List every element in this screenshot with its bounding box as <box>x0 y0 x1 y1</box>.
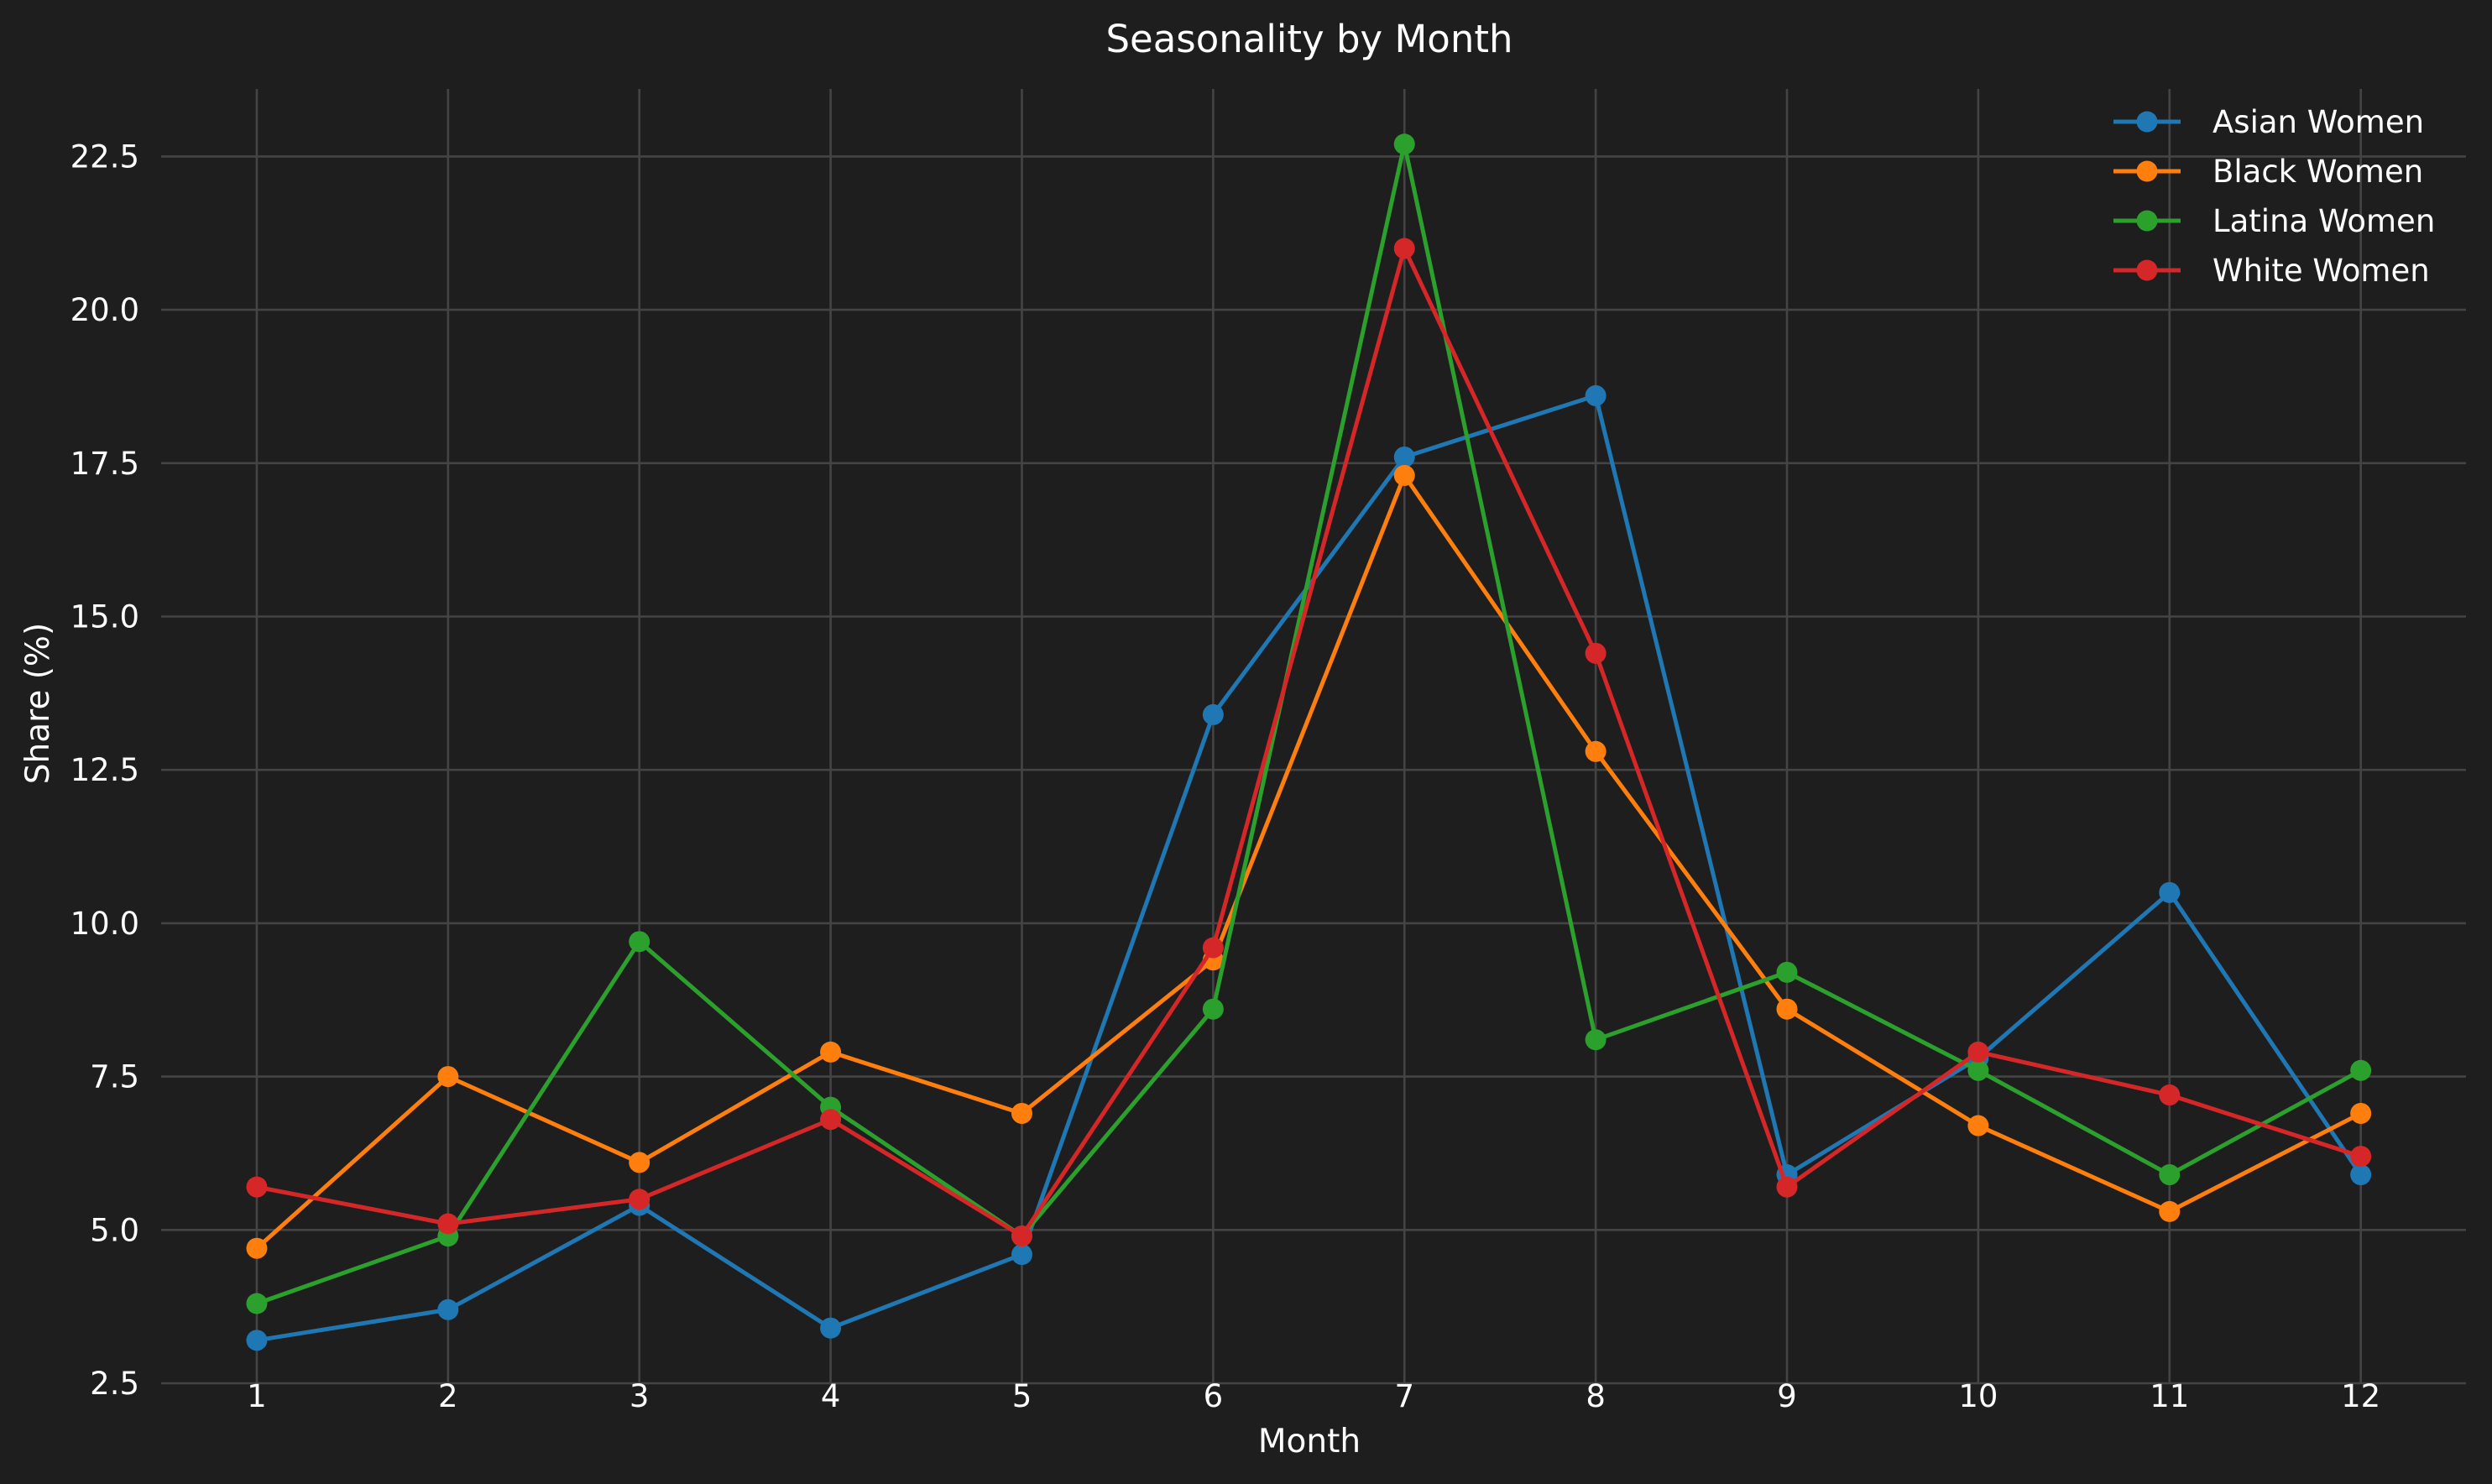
data-point <box>1967 1115 1989 1137</box>
data-point <box>2159 1164 2181 1186</box>
x-tick-label: 11 <box>2150 1378 2189 1414</box>
series-layer <box>246 133 2372 1351</box>
data-point <box>1776 961 1798 983</box>
x-tick-label: 12 <box>2341 1378 2380 1414</box>
chart-title: Seasonality by Month <box>1105 17 1512 61</box>
data-point <box>437 1213 459 1235</box>
data-point <box>1776 998 1798 1020</box>
y-tick-label: 10.0 <box>71 906 139 942</box>
data-point <box>2159 1200 2181 1222</box>
x-tick-label: 1 <box>247 1378 267 1414</box>
data-point <box>437 1066 459 1088</box>
data-point <box>2350 1164 2372 1186</box>
data-point <box>820 1041 842 1063</box>
data-point <box>1011 1225 1032 1247</box>
y-tick-label: 2.5 <box>90 1366 139 1402</box>
data-point <box>1202 937 1224 959</box>
data-point <box>246 1330 268 1351</box>
data-point <box>1011 1244 1032 1266</box>
legend: Asian Women Black Women Latina Women White … <box>2113 104 2435 289</box>
data-point <box>820 1109 842 1131</box>
x-tick-label: 7 <box>1394 1378 1414 1414</box>
data-point <box>1776 1176 1798 1198</box>
x-tick-label: 5 <box>1012 1378 1032 1414</box>
legend-label: Black Women <box>2212 154 2423 190</box>
data-point <box>1967 1041 1989 1063</box>
data-point <box>2159 881 2181 903</box>
series-black-women <box>246 464 2372 1259</box>
y-axis-title: Share (%) <box>19 623 57 784</box>
series-line <box>255 473 2362 1251</box>
legend-marker <box>2136 111 2158 133</box>
data-point <box>629 1189 650 1210</box>
data-point <box>1393 464 1415 486</box>
data-point <box>1202 703 1224 725</box>
legend-entry: Black Women <box>2113 154 2423 190</box>
y-tick-label: 7.5 <box>90 1059 139 1095</box>
data-point <box>2350 1146 2372 1168</box>
series-white-women <box>246 238 2372 1247</box>
data-point <box>1967 1059 1989 1081</box>
x-tick-label: 6 <box>1204 1378 1224 1414</box>
y-tick-label: 20.0 <box>71 292 139 328</box>
data-point <box>2350 1059 2372 1081</box>
data-point <box>1011 1102 1032 1124</box>
legend-label: Asian Women <box>2212 104 2424 140</box>
y-axis-ticks: 2.5 5.0 7.5 10.0 12.5 15.0 17.5 20.0 22.5 <box>71 138 139 1402</box>
data-point <box>2159 1084 2181 1106</box>
x-axis-ticks: 1 2 3 4 5 6 7 8 9 10 11 12 <box>247 1378 2380 1414</box>
data-point <box>629 931 650 953</box>
legend-entry: Latina Women <box>2113 203 2435 239</box>
y-tick-label: 22.5 <box>71 138 139 175</box>
data-point <box>246 1293 268 1314</box>
data-point <box>246 1176 268 1198</box>
legend-marker <box>2136 160 2158 182</box>
x-tick-label: 8 <box>1586 1378 1606 1414</box>
y-tick-label: 17.5 <box>71 446 139 482</box>
x-tick-label: 9 <box>1777 1378 1797 1414</box>
data-point <box>1585 740 1606 762</box>
legend-marker <box>2136 259 2158 281</box>
legend-marker <box>2136 210 2158 232</box>
series-line <box>256 246 2362 1239</box>
x-tick-label: 4 <box>821 1378 841 1414</box>
data-point <box>437 1298 459 1320</box>
legend-entry: White Women <box>2113 253 2430 289</box>
data-point <box>820 1317 842 1339</box>
data-point <box>1585 642 1606 664</box>
data-point <box>246 1237 268 1259</box>
data-point <box>629 1152 650 1173</box>
y-tick-label: 12.5 <box>71 752 139 788</box>
x-tick-label: 10 <box>1958 1378 1998 1414</box>
data-point <box>1202 998 1224 1020</box>
data-point <box>2350 1102 2372 1124</box>
x-tick-label: 3 <box>630 1378 650 1414</box>
x-tick-label: 2 <box>438 1378 458 1414</box>
series-line <box>256 142 2362 1306</box>
y-tick-label: 5.0 <box>90 1212 139 1248</box>
data-point <box>1393 238 1415 259</box>
data-point <box>1393 133 1415 155</box>
legend-label: White Women <box>2212 253 2430 289</box>
x-axis-title: Month <box>1258 1423 1361 1460</box>
data-point <box>1585 1029 1606 1051</box>
y-tick-label: 15.0 <box>71 598 139 635</box>
legend-label: Latina Women <box>2212 203 2435 239</box>
data-point <box>1585 384 1606 406</box>
data-point <box>1393 446 1415 468</box>
legend-entry: Asian Women <box>2113 104 2424 140</box>
